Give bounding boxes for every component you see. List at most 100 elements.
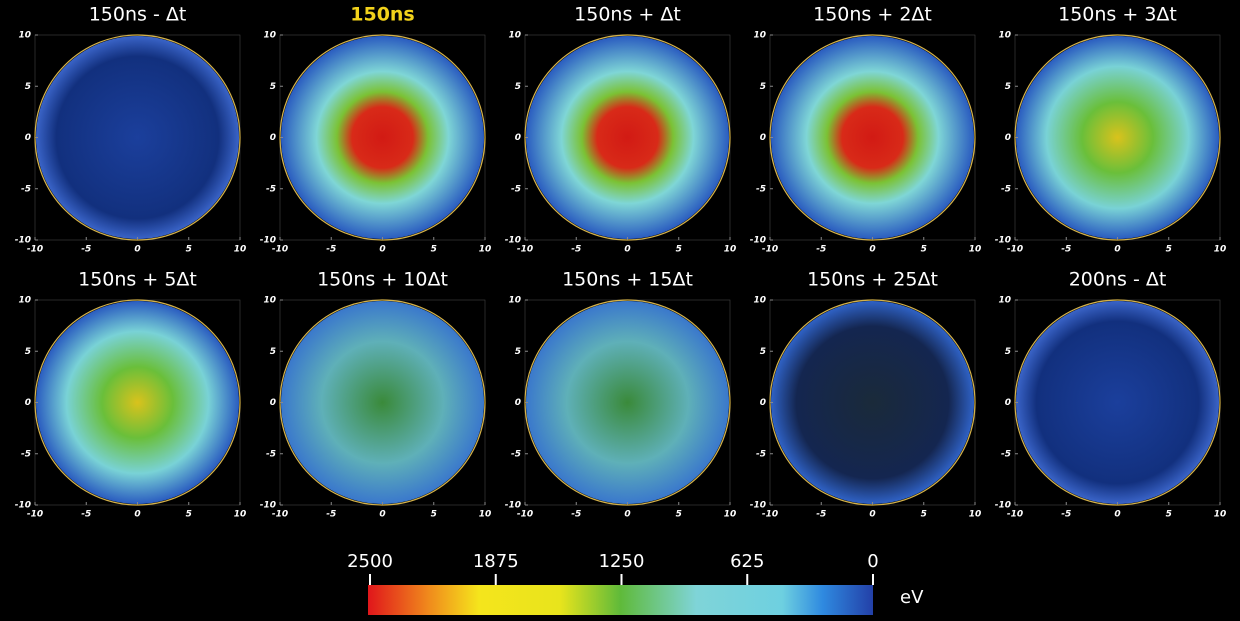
y-tick-label: -5 bbox=[511, 184, 521, 194]
y-tick-label: -5 bbox=[21, 449, 31, 459]
x-tick-label: 10 bbox=[724, 245, 737, 255]
x-tick-label: 0 bbox=[134, 510, 140, 520]
y-tick-label: 0 bbox=[25, 133, 31, 143]
y-tick-label: -5 bbox=[756, 184, 766, 194]
y-tick-label: 0 bbox=[270, 133, 276, 143]
y-tick-label: 10 bbox=[753, 296, 766, 306]
x-tick-label: -5 bbox=[81, 510, 91, 520]
y-tick-label: 5 bbox=[1005, 82, 1011, 92]
y-tick-label: 10 bbox=[998, 31, 1011, 41]
y-tick-label: 10 bbox=[18, 31, 31, 41]
y-tick-label: 0 bbox=[760, 398, 766, 408]
x-tick-label: 5 bbox=[676, 510, 682, 520]
y-tick-label: -10 bbox=[750, 236, 766, 246]
y-tick-label: -10 bbox=[260, 236, 276, 246]
colorbar-unit: eV bbox=[900, 587, 924, 608]
x-tick-label: -5 bbox=[571, 245, 581, 255]
y-tick-label: -10 bbox=[15, 236, 31, 246]
x-tick-label: -10 bbox=[1007, 510, 1023, 520]
y-tick-label: 10 bbox=[753, 31, 766, 41]
x-tick-label: 10 bbox=[1214, 510, 1227, 520]
y-tick-label: -5 bbox=[1001, 184, 1011, 194]
x-tick-label: 0 bbox=[624, 245, 630, 255]
y-tick-label: 5 bbox=[25, 82, 31, 92]
y-tick-label: 10 bbox=[18, 296, 31, 306]
x-tick-label: 10 bbox=[969, 245, 982, 255]
x-tick-label: -5 bbox=[571, 510, 581, 520]
x-tick-label: 10 bbox=[234, 245, 247, 255]
y-tick-label: 5 bbox=[25, 347, 31, 357]
y-tick-label: 10 bbox=[998, 296, 1011, 306]
x-tick-label: -5 bbox=[816, 245, 826, 255]
y-tick-label: 0 bbox=[1005, 398, 1011, 408]
panel-title: 150ns + 3Δt bbox=[1058, 4, 1177, 26]
x-tick-label: -10 bbox=[27, 245, 43, 255]
y-tick-label: 10 bbox=[508, 31, 521, 41]
density-image bbox=[526, 36, 729, 239]
y-tick-label: -10 bbox=[750, 501, 766, 511]
x-tick-label: 5 bbox=[1166, 510, 1172, 520]
y-tick-label: -10 bbox=[505, 501, 521, 511]
panel-title: 150ns + Δt bbox=[574, 4, 681, 26]
y-tick-label: 10 bbox=[263, 296, 276, 306]
panel-title: 150ns + 15Δt bbox=[562, 269, 693, 291]
density-image bbox=[771, 36, 974, 239]
y-tick-label: 0 bbox=[515, 398, 521, 408]
y-tick-label: -10 bbox=[995, 501, 1011, 511]
panel-title: 150ns + 10Δt bbox=[317, 269, 448, 291]
x-tick-label: -5 bbox=[1061, 510, 1071, 520]
density-image bbox=[1016, 36, 1219, 239]
x-tick-label: -5 bbox=[816, 510, 826, 520]
x-tick-label: -10 bbox=[1007, 245, 1023, 255]
y-tick-label: -5 bbox=[756, 449, 766, 459]
x-tick-label: 0 bbox=[1114, 245, 1120, 255]
x-tick-label: 0 bbox=[379, 245, 385, 255]
x-tick-label: -10 bbox=[762, 245, 778, 255]
y-tick-label: -10 bbox=[260, 501, 276, 511]
y-tick-label: 5 bbox=[270, 347, 276, 357]
x-tick-label: 5 bbox=[921, 245, 927, 255]
colorbar-tick-label: 1250 bbox=[599, 551, 645, 572]
x-tick-label: 5 bbox=[921, 510, 927, 520]
y-tick-label: 5 bbox=[270, 82, 276, 92]
density-image bbox=[526, 301, 729, 504]
x-tick-label: -10 bbox=[272, 245, 288, 255]
y-tick-label: -10 bbox=[15, 501, 31, 511]
x-tick-label: -5 bbox=[1061, 245, 1071, 255]
y-tick-label: 0 bbox=[270, 398, 276, 408]
x-tick-label: 0 bbox=[869, 510, 875, 520]
colorbar-tick-label: 1875 bbox=[473, 551, 519, 572]
x-tick-label: -5 bbox=[326, 510, 336, 520]
y-tick-label: -5 bbox=[266, 184, 276, 194]
y-tick-label: -10 bbox=[505, 236, 521, 246]
x-tick-label: 5 bbox=[676, 245, 682, 255]
y-tick-label: -5 bbox=[511, 449, 521, 459]
colorbar bbox=[368, 585, 873, 615]
x-tick-label: 5 bbox=[186, 245, 192, 255]
y-tick-label: 0 bbox=[1005, 133, 1011, 143]
density-image bbox=[281, 36, 484, 239]
density-image bbox=[281, 301, 484, 504]
density-image bbox=[36, 36, 239, 239]
x-tick-label: 0 bbox=[869, 245, 875, 255]
x-tick-label: -5 bbox=[81, 245, 91, 255]
y-tick-label: 0 bbox=[760, 133, 766, 143]
x-tick-label: 5 bbox=[431, 510, 437, 520]
colorbar-tick-label: 0 bbox=[867, 551, 878, 572]
density-image bbox=[771, 301, 974, 504]
x-tick-label: 10 bbox=[234, 510, 247, 520]
y-tick-label: 5 bbox=[760, 82, 766, 92]
x-tick-label: 0 bbox=[624, 510, 630, 520]
y-tick-label: -10 bbox=[995, 236, 1011, 246]
x-tick-label: 10 bbox=[1214, 245, 1227, 255]
panel-title: 150ns + 25Δt bbox=[807, 269, 938, 291]
panel-title: 150ns - Δt bbox=[89, 4, 187, 26]
panel-title: 150ns + 5Δt bbox=[78, 269, 197, 291]
colorbar-tick-label: 2500 bbox=[347, 551, 393, 572]
x-tick-label: 5 bbox=[186, 510, 192, 520]
y-tick-label: 5 bbox=[515, 347, 521, 357]
panel-title: 150ns bbox=[350, 4, 415, 26]
panel-title: 150ns + 2Δt bbox=[813, 4, 932, 26]
